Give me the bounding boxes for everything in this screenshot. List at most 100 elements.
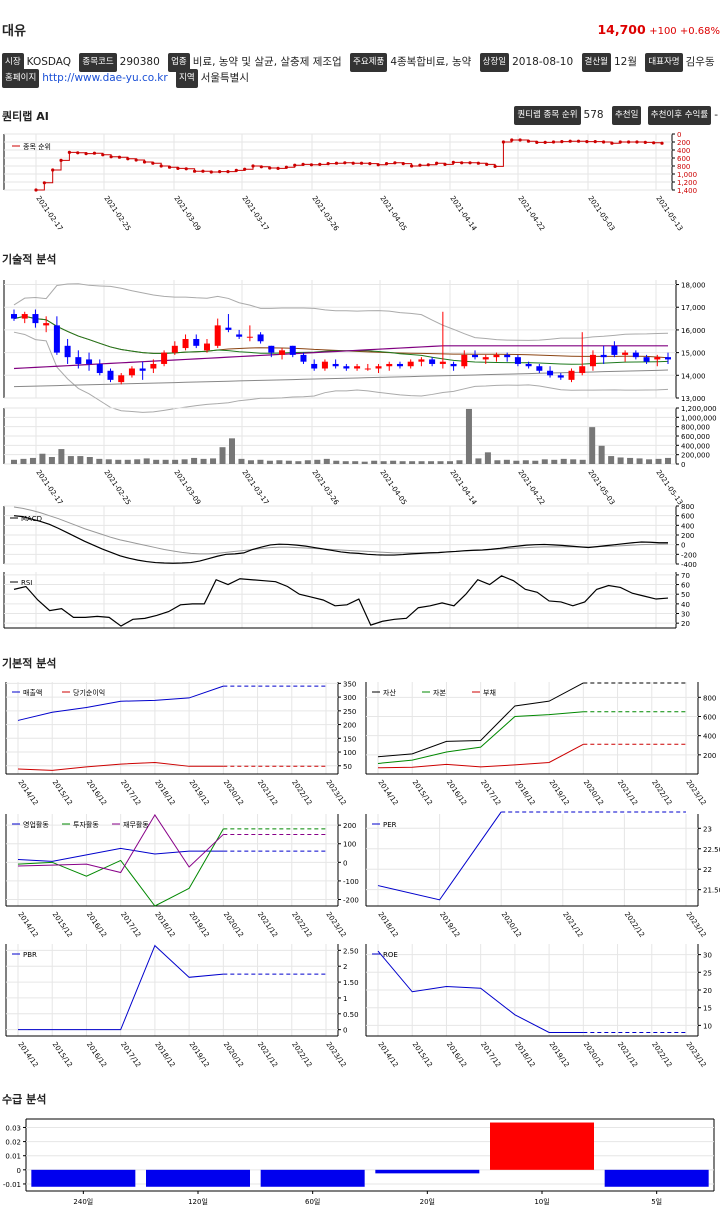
y-tick-label: -200 — [681, 551, 697, 559]
y-tick-label: 800,000 — [681, 424, 710, 432]
volume-bar — [134, 459, 141, 464]
x-tick-label: 2018/12 — [153, 911, 176, 939]
x-tick-label: 2016/12 — [85, 779, 108, 807]
region-tag: 지역 — [176, 69, 198, 88]
return-tag: 추천이후 수익률 — [647, 106, 712, 125]
y-tick-label: 20 — [681, 620, 690, 628]
x-tick-label: 2022/12 — [290, 911, 313, 939]
candle-body — [622, 352, 629, 355]
x-tick-label: 2021-03-09 — [172, 195, 202, 233]
rank-point — [460, 161, 464, 165]
x-tick-label: 2014/12 — [16, 779, 39, 807]
volume-bar — [210, 458, 217, 464]
candle-body — [64, 345, 71, 358]
rank-point — [284, 165, 288, 169]
candle-body — [429, 359, 436, 364]
supply-bar — [31, 1169, 136, 1187]
x-tick-label: 2021/12 — [616, 779, 639, 807]
y-tick-label: 50 — [681, 591, 690, 599]
candle-body — [654, 357, 661, 360]
volume-bar — [447, 461, 453, 464]
signal-line — [13, 506, 669, 555]
rank-point — [501, 140, 506, 144]
supply-title: 수급 분석 — [2, 1093, 47, 1106]
candle-body — [128, 368, 135, 376]
y-tick-label: 14,000 — [681, 372, 706, 380]
candle-body — [504, 354, 511, 358]
rank-point — [126, 157, 130, 161]
x-tick-label: 2022/12 — [290, 779, 313, 807]
volume-bar — [361, 461, 368, 464]
volume-bar — [655, 458, 662, 464]
rank-point — [209, 170, 213, 174]
x-tick-label: 2021-04-05 — [378, 195, 408, 233]
rank-point — [518, 138, 522, 142]
y-tick-label: 1 — [343, 995, 347, 1003]
x-tick-label: 2023/12 — [684, 779, 707, 807]
rank-point — [426, 163, 430, 167]
x-tick-label: 2023/12 — [684, 911, 707, 939]
volume-bar — [39, 453, 46, 464]
ma20-line — [13, 315, 669, 365]
candle-body — [482, 357, 489, 360]
volume-bar — [29, 457, 36, 464]
y-tick-label: 200 — [681, 532, 694, 540]
y-tick-label: -100 — [343, 878, 359, 886]
volume-bar — [200, 458, 207, 464]
x-tick-label: 2021/12 — [256, 911, 279, 939]
series-line — [17, 761, 224, 771]
volume-bar — [589, 427, 596, 464]
volume-bar — [342, 461, 349, 464]
homepage-link[interactable]: http://www.dae-yu.co.kr — [42, 72, 168, 84]
candle-body — [364, 368, 371, 370]
candle-body — [203, 343, 210, 351]
volume-bar — [522, 460, 529, 464]
product-tag: 주요제품 — [350, 53, 388, 72]
candle-body — [450, 363, 457, 367]
x-tick-label: 2022/12 — [290, 1041, 313, 1069]
series-line — [377, 743, 584, 769]
y-tick-label: 21.50 — [703, 887, 720, 895]
y-tick-label: 200 — [703, 752, 716, 760]
y-tick-label: 0 — [17, 1167, 21, 1175]
pbr-chart: 0 0.50 1 1.50 2 2.50 PBR 2014/12 2015/12 2016/12 2… — [5, 944, 359, 1069]
volume-bar — [86, 457, 93, 464]
candle-body — [193, 339, 200, 346]
candle-body — [289, 345, 296, 355]
x-tick-label: 2021-03-17 — [240, 469, 270, 507]
x-tick-label: 2017/12 — [119, 779, 142, 807]
volume-bar — [617, 457, 624, 464]
x-tick-label: 2021-03-26 — [310, 469, 340, 507]
volume-bar — [598, 445, 605, 464]
candle-body — [107, 370, 114, 380]
x-tick-label: 2019/12 — [187, 779, 210, 807]
homepage-tag: 홈페이지 — [2, 69, 40, 88]
legend-label: 자본 — [433, 688, 446, 697]
x-tick-label: 2021-04-14 — [448, 469, 478, 507]
rank-point — [585, 140, 589, 144]
rank-point — [635, 140, 639, 144]
volume-bar — [475, 458, 482, 464]
x-tick-label: 2021-03-17 — [240, 195, 270, 233]
rank-point — [167, 165, 172, 169]
legend-label: ROE — [383, 951, 398, 959]
bollinger-lower — [13, 331, 669, 413]
x-tick-label: 2021-05-03 — [586, 469, 616, 507]
y-tick-label: -400 — [681, 561, 697, 569]
rank-point — [101, 153, 105, 157]
rank-point — [59, 158, 63, 162]
volume-bar — [48, 457, 55, 464]
y-tick-label: 22 — [703, 866, 712, 874]
y-tick-label: 22.50 — [703, 846, 720, 854]
candle-body — [150, 363, 157, 369]
y-tick-label: 600 — [677, 155, 690, 163]
industry-value: 비료, 농약 및 살균, 살충제 제조업 — [192, 56, 342, 68]
x-tick-label: 2021-04-22 — [516, 469, 546, 507]
y-tick-label: 100 — [343, 841, 356, 849]
supply-bar — [490, 1122, 594, 1170]
y-tick-label: 1,000,000 — [681, 414, 717, 422]
roe-chart: 10 15 20 25 30 ROE 2014/12 2015/12 2016/12 2017/1… — [365, 944, 712, 1069]
volume-bar — [181, 459, 188, 464]
y-tick-label: 15,000 — [681, 350, 706, 358]
